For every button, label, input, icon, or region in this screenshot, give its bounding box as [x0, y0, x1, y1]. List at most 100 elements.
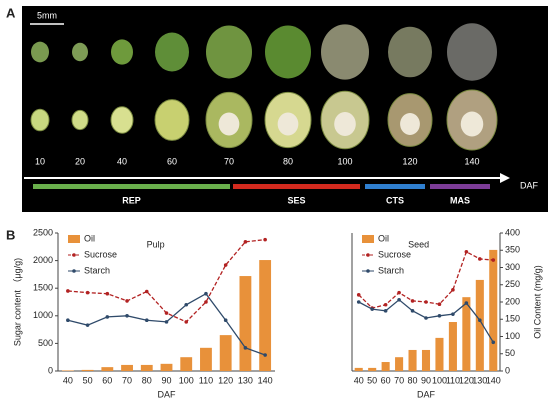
bar [81, 369, 94, 371]
marker [105, 315, 110, 319]
x-tick-label: 130 [238, 375, 253, 385]
marker [144, 318, 149, 323]
legend-marker [72, 253, 76, 257]
x-axis-label: DAF [158, 389, 177, 399]
marker [424, 316, 428, 320]
stage-bar [430, 184, 490, 189]
daf-label: 70 [224, 156, 234, 166]
bar [435, 337, 444, 371]
fruit-whole [321, 24, 369, 80]
marker [356, 293, 361, 297]
fruit-whole [388, 26, 432, 78]
marker [424, 300, 428, 304]
daf-label: 100 [337, 156, 352, 166]
y-tick-label: 1000 [33, 310, 53, 320]
marker [451, 312, 455, 316]
x-tick-label: 40 [354, 375, 364, 385]
x-tick-label: 40 [63, 375, 73, 385]
fruit-whole [206, 25, 252, 79]
y2-tick-label: 250 [505, 279, 520, 289]
x-axis-label: DAF [417, 389, 436, 399]
bar [160, 363, 173, 371]
bar [101, 367, 114, 371]
fruit-whole [31, 41, 49, 63]
legend-marker [366, 269, 370, 273]
y2-tick-label: 100 [505, 331, 520, 341]
x-tick-label: 100 [432, 375, 447, 385]
daf-label: 60 [167, 156, 177, 166]
bar [475, 279, 484, 371]
legend-swatch [362, 235, 374, 243]
line [67, 292, 266, 356]
marker [397, 297, 401, 302]
x-tick-label: 100 [179, 375, 194, 385]
x-tick-label: 50 [83, 375, 93, 385]
marker [204, 300, 208, 304]
stage-label: SES [287, 195, 305, 205]
x-tick-label: 140 [258, 375, 273, 385]
bar [421, 349, 431, 371]
bar [200, 347, 212, 371]
bar [140, 364, 153, 371]
stage-label: MAS [450, 195, 470, 205]
stage-bar [365, 184, 425, 189]
daf-label: 140 [464, 156, 479, 166]
marker [125, 314, 129, 318]
x-tick-label: 130 [472, 375, 487, 385]
y2-tick-label: 400 [505, 227, 520, 237]
marker [105, 291, 110, 296]
x-tick-label: 90 [421, 375, 431, 385]
y-tick-label: 500 [38, 338, 53, 348]
fruit-section [71, 109, 89, 131]
seed [460, 111, 484, 137]
marker [383, 302, 388, 307]
y2-tick-label: 200 [505, 296, 520, 306]
marker [85, 323, 90, 327]
bar [61, 370, 74, 371]
y-tick-label: 2000 [33, 255, 53, 265]
legend-label: Oil [84, 233, 95, 243]
daf-label: 80 [283, 156, 293, 166]
daf-label: 20 [75, 156, 85, 166]
stage-bar [233, 184, 360, 189]
scale-label: 5mm [37, 10, 57, 20]
fruit-section [30, 108, 50, 132]
legend-marker [366, 253, 370, 257]
x-tick-label: 60 [381, 375, 391, 385]
seed [400, 113, 420, 135]
bar [408, 349, 417, 371]
stage-bar [33, 184, 230, 189]
marker [464, 249, 469, 254]
y2-tick-label: 300 [505, 262, 520, 272]
daf-label: 120 [402, 156, 417, 166]
marker [410, 299, 415, 303]
marker [451, 288, 455, 292]
marker [66, 318, 70, 323]
y-tick-label: 2500 [33, 227, 53, 237]
y2-axis-label: Oil Content (mg/g) [532, 265, 542, 339]
marker [437, 314, 442, 318]
x-tick-label: 80 [142, 375, 152, 385]
bar [368, 367, 377, 371]
legend-marker [72, 269, 76, 273]
bar [180, 357, 193, 371]
chart-title: Seed [408, 239, 429, 249]
y2-tick-label: 50 [505, 348, 515, 358]
bar [219, 335, 232, 371]
marker [370, 307, 374, 311]
x-tick-label: 120 [218, 375, 233, 385]
bar [381, 362, 390, 371]
marker [383, 309, 388, 313]
marker [184, 302, 189, 307]
x-tick-label: 90 [161, 375, 171, 385]
marker [437, 302, 442, 307]
daf-axis-label: DAF [520, 180, 539, 190]
y-axis-label: Sugar content （μg/g) [12, 258, 22, 346]
x-tick-label: 140 [486, 375, 501, 385]
y-tick-label: 1500 [33, 283, 53, 293]
daf-label: 40 [117, 156, 127, 166]
x-tick-label: 50 [367, 375, 377, 385]
y-tick-label: 0 [48, 365, 53, 375]
bar [239, 276, 252, 371]
marker [243, 240, 248, 244]
